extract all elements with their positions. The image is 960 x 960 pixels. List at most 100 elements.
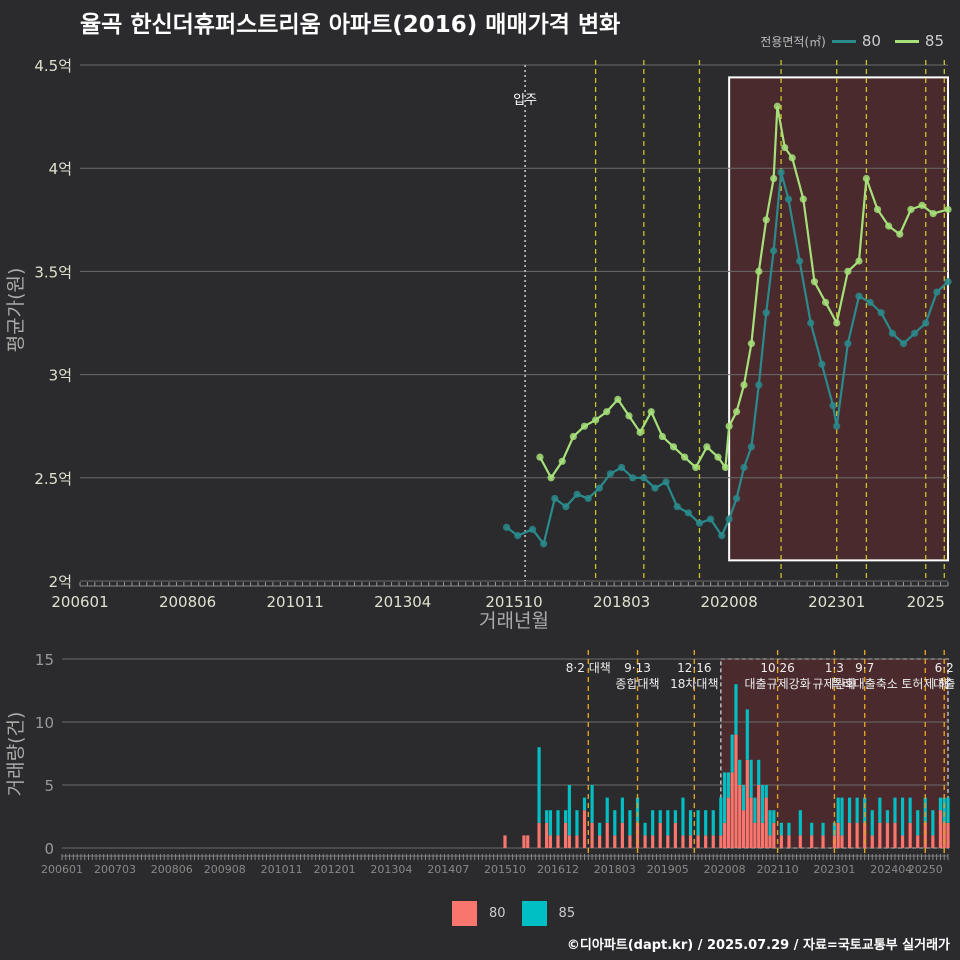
- volume-bar-85: [658, 810, 662, 823]
- policy-label: 규제완화: [812, 677, 856, 691]
- data-point-80: [528, 525, 537, 534]
- volume-bar-80: [651, 835, 655, 848]
- volume-bar-85: [635, 797, 640, 823]
- data-point-80: [540, 540, 548, 548]
- data-point-85: [681, 453, 689, 461]
- volume-y-axis-title: 거래량(건): [5, 712, 27, 797]
- data-point-85: [821, 298, 830, 306]
- volume-bar-85: [738, 759, 742, 785]
- volume-bar-85: [855, 797, 859, 823]
- data-point-85: [725, 422, 733, 430]
- volume-bar-85: [760, 785, 765, 823]
- volume-bar-80: [598, 835, 602, 848]
- data-point-85: [873, 205, 882, 214]
- volume-bar-80: [741, 810, 746, 848]
- data-point-85: [580, 422, 589, 430]
- volume-bar-80: [885, 822, 890, 848]
- volume-bar-85: [575, 810, 579, 836]
- y-tick-label: 4억: [49, 160, 72, 178]
- data-point-85: [918, 201, 926, 209]
- policy-label: 10·26: [760, 661, 794, 675]
- policy-label: 9·13: [624, 661, 651, 675]
- data-point-85: [799, 195, 807, 203]
- volume-bar-85: [946, 797, 950, 823]
- volume-bar-85: [688, 810, 693, 836]
- x-tick-label: 201510: [485, 593, 542, 611]
- volume-bar-85: [548, 810, 553, 836]
- data-point-80: [725, 515, 733, 523]
- volume-bar-85: [753, 797, 757, 823]
- legend-label-80: 80: [861, 32, 881, 50]
- data-point-80: [718, 531, 726, 540]
- data-point-85: [862, 174, 870, 183]
- volume-x-tick-label: 201304: [370, 863, 412, 876]
- data-point-80: [573, 490, 581, 498]
- y-tick-label: 2.5억: [34, 470, 72, 488]
- policy-label: 종합대책: [615, 676, 659, 691]
- volume-bar-85: [730, 734, 734, 773]
- data-point-85: [762, 216, 770, 224]
- legend-swatch-80: [831, 39, 856, 43]
- volume-bar-80: [908, 822, 912, 848]
- volume-x-tick-label: 200806: [151, 863, 193, 876]
- data-point-80: [673, 503, 681, 511]
- policy-label: 8·2 대책: [566, 660, 611, 675]
- data-point-80: [606, 470, 615, 478]
- volume-y-tick-label: 5: [44, 777, 54, 795]
- volume-bar-80: [635, 822, 640, 848]
- volume-bar-85: [741, 785, 746, 811]
- volume-bar-85: [900, 797, 905, 836]
- legend-bottom: 80 85: [452, 901, 591, 926]
- volume-bar-80: [628, 835, 632, 848]
- volume-x-tick-label: 201201: [314, 863, 356, 876]
- data-point-80: [651, 484, 659, 492]
- data-point-85: [658, 432, 666, 441]
- footer-credit: ©디아파트(dapt.kr) / 2025.07.29 / 자료=국토교통부 실…: [566, 938, 950, 953]
- data-point-85: [647, 408, 655, 416]
- volume-x-tick-label: 20250: [908, 863, 943, 876]
- policy-label: 특례대출축소: [832, 677, 898, 691]
- volume-bar-85: [605, 797, 609, 823]
- chart-title: 율곡 한신더휴퍼스트리움 아파트(2016) 매매가격 변화: [80, 12, 621, 38]
- volume-bar-85: [757, 759, 761, 785]
- volume-bar-80: [893, 822, 897, 848]
- volume-bar-85: [719, 797, 723, 836]
- legend-title: 전용면적(㎡): [760, 34, 826, 49]
- data-point-85: [747, 340, 756, 348]
- volume-bar-80: [673, 822, 677, 848]
- volume-bar-80: [658, 822, 662, 848]
- x-tick-label: 200601: [51, 593, 108, 611]
- policy-label: 대출규제강화: [744, 677, 810, 691]
- bottom-legend-swatch-85: [521, 901, 547, 926]
- volume-bar-80: [620, 822, 624, 848]
- volume-x-tick-label: 201011: [261, 863, 303, 876]
- data-point-80: [562, 503, 570, 511]
- volume-bar-80: [942, 822, 946, 848]
- volume-bar-85: [821, 822, 825, 836]
- volume-bar-80: [613, 835, 617, 848]
- volume-x-tick-label: 201905: [647, 863, 689, 876]
- volume-bar-85: [870, 810, 874, 836]
- data-point-85: [636, 428, 644, 436]
- volume-bar-80: [847, 822, 852, 848]
- data-point-85: [569, 432, 577, 441]
- data-point-80: [629, 474, 637, 482]
- data-point-80: [640, 474, 648, 482]
- legend-label-85: 85: [924, 32, 944, 50]
- volume-bar-80: [753, 822, 757, 848]
- data-point-85: [669, 443, 678, 451]
- volume-bar-80: [704, 835, 708, 848]
- policy-label: 18차대책: [670, 676, 718, 691]
- data-point-80: [514, 531, 522, 540]
- volume-x-tick-label: 202008: [704, 863, 746, 876]
- volume-bar-80: [760, 822, 765, 848]
- volume-bar-80: [900, 835, 905, 848]
- volume-bar-80: [810, 835, 814, 848]
- bottom-legend-label-85: 85: [558, 906, 576, 921]
- data-point-85: [547, 474, 555, 482]
- volume-bar-85: [893, 797, 897, 823]
- volume-bar-80: [537, 822, 541, 848]
- legend-swatch-85: [894, 39, 919, 43]
- volume-bar-80: [764, 797, 768, 848]
- data-point-85: [896, 230, 904, 238]
